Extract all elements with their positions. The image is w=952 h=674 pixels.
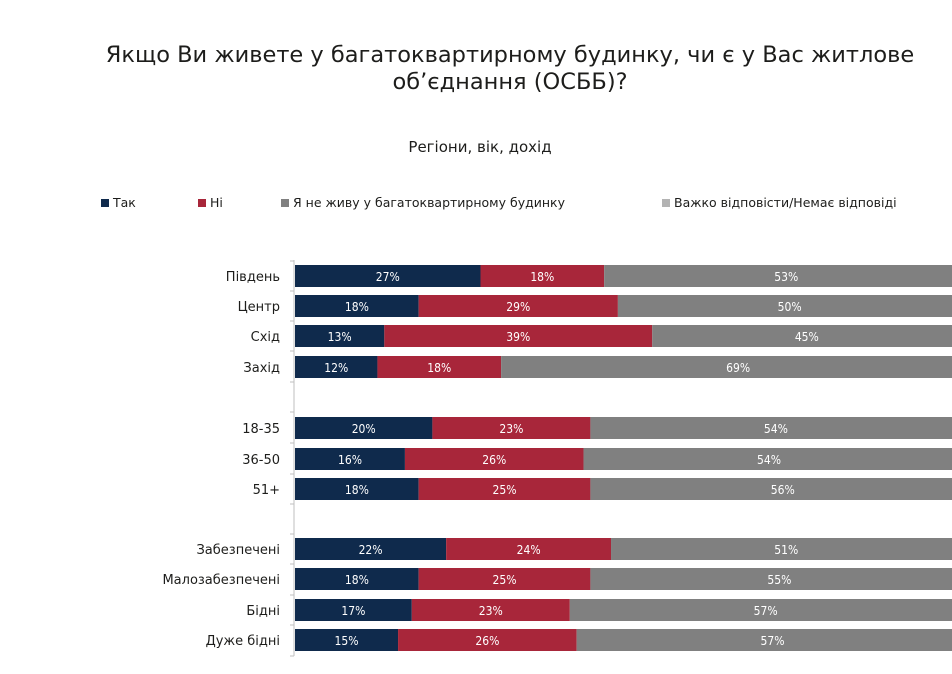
data-label-no: 26% bbox=[482, 453, 506, 467]
data-label-no: 18% bbox=[530, 270, 554, 284]
bar-segment-no bbox=[418, 478, 591, 500]
chart-subtitle: Регіони, вік, дохід bbox=[408, 138, 552, 156]
legend-item-no: Ні bbox=[198, 195, 223, 210]
data-label-not-live: 69% bbox=[726, 361, 750, 375]
data-label-yes: 20% bbox=[352, 422, 376, 436]
bar-segment-not-live bbox=[617, 295, 952, 317]
category-label: Бідні bbox=[246, 604, 280, 619]
bar-segment-yes bbox=[295, 478, 419, 500]
bar-segment-yes bbox=[295, 295, 419, 317]
category-label: 36-50 bbox=[242, 453, 280, 468]
bar-segment-not-live bbox=[611, 538, 952, 560]
data-label-no: 18% bbox=[427, 361, 451, 375]
bar-segment-not-live bbox=[576, 629, 952, 651]
data-label-yes: 15% bbox=[335, 634, 359, 648]
category-label: Схід bbox=[251, 330, 280, 345]
bar-segment-no bbox=[418, 295, 618, 317]
category-label: Центр bbox=[238, 300, 280, 315]
data-label-yes: 12% bbox=[324, 361, 348, 375]
legend-item-hard: Важко відповісти/Немає відповіді bbox=[662, 195, 897, 210]
bar-segment-no bbox=[480, 265, 605, 287]
bar-segment-no bbox=[411, 599, 570, 621]
bar-segment-yes bbox=[295, 356, 378, 378]
category-label: Дуже бідні bbox=[206, 634, 280, 649]
bar-segment-no bbox=[377, 356, 502, 378]
data-label-no: 24% bbox=[517, 543, 541, 557]
bar-segment-no bbox=[404, 448, 584, 470]
data-label-no: 25% bbox=[493, 573, 517, 587]
category-label: Забезпечені bbox=[196, 543, 280, 558]
data-label-not-live: 56% bbox=[771, 483, 795, 497]
data-label-no: 39% bbox=[506, 330, 530, 344]
data-label-no: 23% bbox=[499, 422, 523, 436]
bar-segment-no bbox=[432, 417, 591, 439]
data-label-not-live: 50% bbox=[778, 300, 802, 314]
data-label-yes: 27% bbox=[376, 270, 400, 284]
category-label: Захід bbox=[243, 361, 280, 376]
data-label-yes: 13% bbox=[328, 330, 352, 344]
data-label-yes: 22% bbox=[359, 543, 383, 557]
bar-segment-yes bbox=[295, 417, 433, 439]
bar-segment-not-live bbox=[583, 448, 952, 470]
legend-swatch-not-live bbox=[281, 198, 289, 207]
bar-segment-not-live bbox=[501, 356, 952, 378]
data-label-no: 26% bbox=[475, 634, 499, 648]
bar-segment-not-live bbox=[652, 325, 952, 347]
data-label-yes: 18% bbox=[345, 573, 369, 587]
bar-segment-not-live bbox=[590, 568, 952, 590]
data-label-not-live: 54% bbox=[764, 422, 788, 436]
bar-segment-not-live bbox=[590, 478, 952, 500]
legend-item-not-live: Я не живу у багатоквартирному будинку bbox=[281, 195, 565, 210]
data-label-no: 23% bbox=[479, 604, 503, 618]
bar-segment-yes bbox=[295, 568, 419, 590]
legend-item-yes: Так bbox=[101, 195, 136, 210]
data-label-not-live: 57% bbox=[754, 604, 778, 618]
data-label-no: 29% bbox=[506, 300, 530, 314]
data-label-not-live: 53% bbox=[774, 270, 798, 284]
data-label-not-live: 54% bbox=[757, 453, 781, 467]
legend-swatch-no bbox=[198, 198, 206, 207]
legend: Так Ні Я не живу у багатоквартирному буд… bbox=[0, 195, 952, 215]
category-label: 18-35 bbox=[242, 422, 280, 437]
bar-segment-yes bbox=[295, 448, 405, 470]
data-label-yes: 17% bbox=[341, 604, 365, 618]
bar-segment-no bbox=[384, 325, 653, 347]
legend-label-yes: Так bbox=[113, 195, 136, 210]
legend-label-no: Ні bbox=[210, 195, 223, 210]
data-label-yes: 18% bbox=[345, 483, 369, 497]
bar-segment-no bbox=[398, 629, 577, 651]
data-label-not-live: 55% bbox=[767, 573, 791, 587]
bar-segment-no bbox=[418, 568, 591, 590]
bar-segment-yes bbox=[295, 265, 481, 287]
data-label-not-live: 51% bbox=[774, 543, 798, 557]
category-label: Південь bbox=[226, 270, 280, 285]
data-label-not-live: 45% bbox=[795, 330, 819, 344]
data-label-no: 25% bbox=[493, 483, 517, 497]
bar-segment-not-live bbox=[569, 599, 952, 621]
bar-segment-not-live bbox=[590, 417, 952, 439]
bar-segment-yes bbox=[295, 325, 385, 347]
legend-swatch-yes bbox=[101, 198, 109, 207]
chart-title: Якщо Ви живете у багатоквартирному будин… bbox=[105, 42, 915, 95]
bar-segment-not-live bbox=[604, 265, 952, 287]
data-label-yes: 18% bbox=[345, 300, 369, 314]
data-label-yes: 16% bbox=[338, 453, 362, 467]
bar-segment-yes bbox=[295, 538, 447, 560]
legend-label-not-live: Я не живу у багатоквартирному будинку bbox=[293, 195, 565, 210]
category-label: 51+ bbox=[253, 483, 280, 498]
legend-label-hard: Важко відповісти/Немає відповіді bbox=[674, 195, 897, 210]
data-label-not-live: 57% bbox=[760, 634, 784, 648]
bar-segment-yes bbox=[295, 599, 412, 621]
bar-segment-no bbox=[446, 538, 612, 560]
bar-segment-yes bbox=[295, 629, 399, 651]
category-label: Малозабезпечені bbox=[162, 573, 280, 588]
legend-swatch-hard bbox=[662, 198, 670, 207]
